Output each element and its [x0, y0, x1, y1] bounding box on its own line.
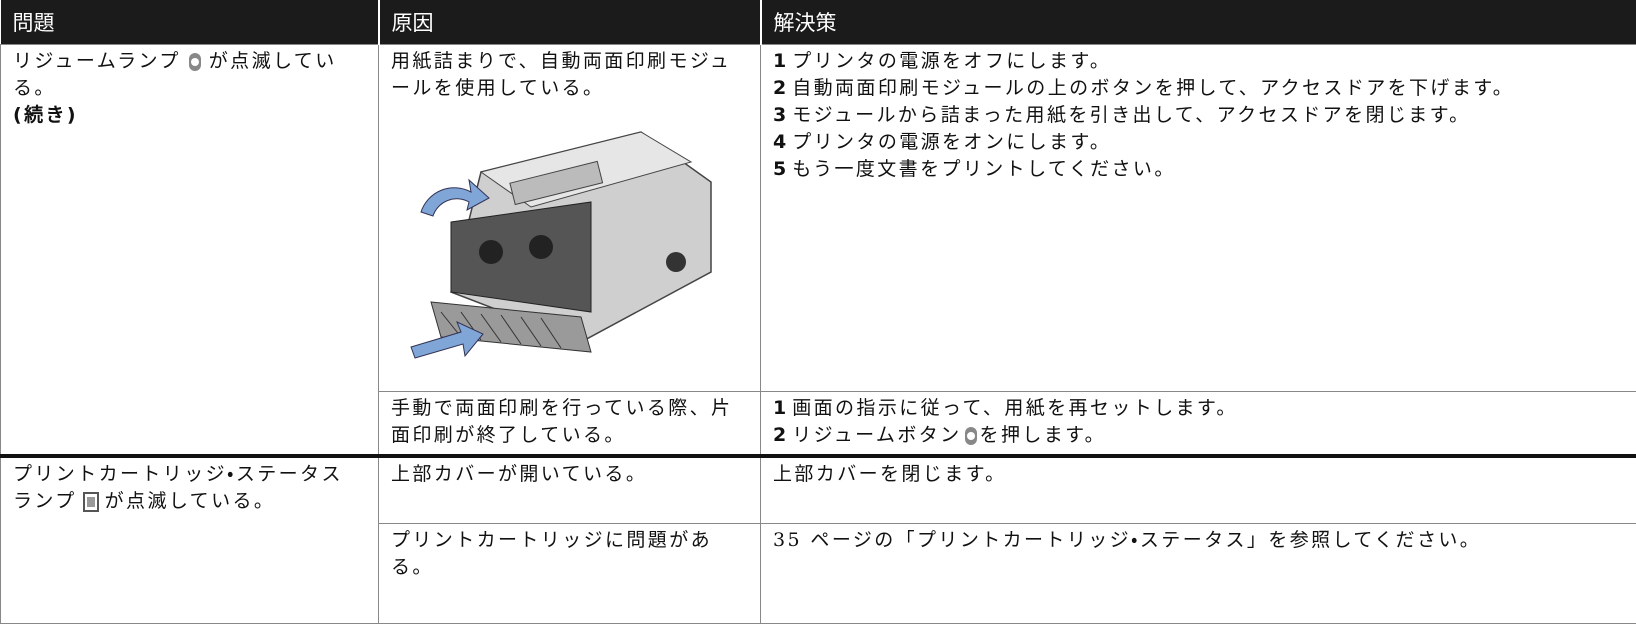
problem-text: が点滅している。 — [104, 489, 276, 512]
resume-icon — [188, 53, 201, 71]
solution-cell: 上部カバーを閉じます。 — [760, 453, 1636, 524]
row: リジュームランプ が点滅している。 (続き) 用紙詰まりで、自動両面印刷モジュール… — [0, 44, 1636, 456]
step-text: プリンタの電源をオフにします。 — [792, 50, 1112, 72]
problem-cell: リジュームランプ が点滅している。 (続き) — [0, 44, 379, 456]
problem-cell: プリントカートリッジ・ステータスランプ が点滅している。 — [0, 453, 379, 624]
step-number: 4 — [773, 131, 787, 153]
step-number: 5 — [773, 158, 787, 180]
cartridge-icon — [82, 491, 99, 512]
problem-note: (続き) — [13, 104, 78, 126]
cause-text: 用紙詰まりで、自動両面印刷モジュールを使用している。 — [391, 50, 732, 99]
row: 手動で両面印刷を行っている際、片面印刷が終了している。 1 画面の指示に従って、用… — [1, 391, 1636, 456]
solution-cell: 1 画面の指示に従って、用紙を再セットします。 2 リジュームボタン を押します。 — [760, 391, 1636, 456]
cause-text: 上部カバーが開いている。 — [391, 462, 648, 485]
solution-text: 35 ページの「プリントカートリッジ・ステータス」を参照してください。 — [773, 529, 1482, 551]
cause-cell: 用紙詰まりで、自動両面印刷モジュールを使用している。 — [378, 44, 761, 392]
step-number: 1 — [773, 50, 787, 72]
problem-text: が点滅している。 — [13, 50, 337, 99]
step-number: 1 — [773, 397, 787, 419]
step: 1 画面の指示に従って、用紙を再セットします。 — [773, 395, 1622, 422]
problem-text: リジュームランプ — [13, 50, 181, 72]
step: 1 プリンタの電源をオフにします。 — [773, 48, 1622, 75]
printer-illustration — [410, 131, 712, 359]
resume-icon — [964, 427, 977, 445]
row: プリントカートリッジ・ステータスランプ が点滅している。 上部カバーが開いている。… — [0, 453, 1636, 624]
column-header: 問題 — [0, 0, 379, 45]
step-number: 2 — [773, 424, 787, 446]
step: 4 プリンタの電源をオンにします。 — [773, 129, 1622, 156]
step-text: 自動両面印刷モジュールの上のボタンを押して、アクセスドアを下げます。 — [792, 77, 1515, 99]
solution-cell: 1 プリンタの電源をオフにします。 2 自動両面印刷モジュールの上のボタンを押して、… — [760, 44, 1636, 392]
step: 2 リジュームボタン を押します。 — [773, 422, 1622, 449]
step-number: 3 — [773, 104, 787, 126]
step-number: 2 — [773, 77, 787, 99]
step-text: プリンタの電源をオンにします。 — [792, 131, 1112, 153]
step-text: もう一度文書をプリントしてください。 — [792, 158, 1176, 180]
header-row: 問題 原因 解決策 — [0, 0, 1636, 45]
column-header: 原因 — [377, 0, 761, 45]
solution-cell: 35 ページの「プリントカートリッジ・ステータス」を参照してください。 — [760, 523, 1636, 624]
row: プリントカートリッジに問題がある。 35 ページの「プリントカートリッジ・ステー… — [1, 523, 1636, 624]
column-header: 解決策 — [759, 0, 1636, 45]
step-text: モジュールから詰まった用紙を引き出して、アクセスドアを閉じます。 — [792, 104, 1471, 126]
step-text: を押します。 — [979, 424, 1107, 446]
step: 5 もう一度文書をプリントしてください。 — [773, 156, 1622, 183]
solution-text: 上部カバーを閉じます。 — [773, 462, 1007, 485]
step: 3 モジュールから詰まった用紙を引き出して、アクセスドアを閉じます。 — [773, 102, 1622, 129]
cause-text: プリントカートリッジに問題がある。 — [391, 529, 713, 578]
step: 2 自動両面印刷モジュールの上のボタンを押して、アクセスドアを下げます。 — [773, 75, 1622, 102]
cause-cell: プリントカートリッジに問題がある。 — [378, 523, 761, 624]
cause-cell: 上部カバーが開いている。 — [378, 453, 761, 524]
cause-text: 手動で両面印刷を行っている際、片面印刷が終了している。 — [391, 397, 733, 446]
step-text: 画面の指示に従って、用紙を再セットします。 — [792, 397, 1238, 419]
step-text: リジュームボタン — [792, 424, 962, 446]
problem-text: プリントカートリッジ・ステータスランプ — [13, 462, 343, 512]
cause-cell: 手動で両面印刷を行っている際、片面印刷が終了している。 — [378, 391, 761, 456]
